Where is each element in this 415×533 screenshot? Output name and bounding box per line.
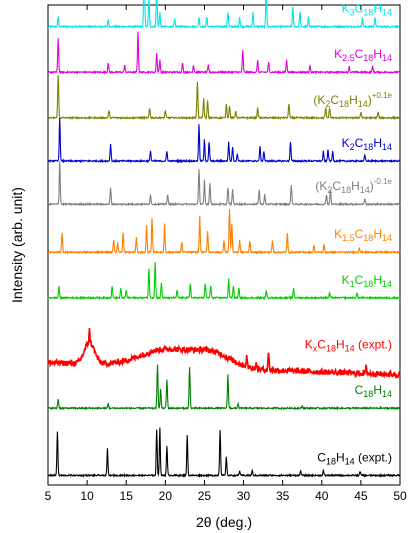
x-tick-label: 15 xyxy=(120,489,134,503)
y-axis-title: Intensity (arb. unit) xyxy=(9,187,25,303)
series-line-5 xyxy=(47,209,401,256)
series-label-3: K2C18H14 xyxy=(342,136,392,152)
series-line-8 xyxy=(47,364,401,411)
series-line-3 xyxy=(47,117,401,164)
x-tick-label: 50 xyxy=(393,489,407,503)
series-label-5: K1.5C18H14 xyxy=(334,227,392,243)
series-line-2 xyxy=(47,75,401,121)
trace-layer xyxy=(47,0,401,478)
x-tick-label: 20 xyxy=(159,489,173,503)
x-tick-label: 30 xyxy=(237,489,251,503)
series-line-7 xyxy=(47,328,401,380)
series-label-6: K1C18H14 xyxy=(342,273,392,289)
x-tick-label: 10 xyxy=(80,489,94,503)
x-tick-label: 40 xyxy=(315,489,329,503)
x-axis-ticks: 5 10 15 20 25 30 35 40 45 50 xyxy=(45,5,407,503)
series-label-7: KxC18H14 (expt.) xyxy=(305,338,392,354)
series-label-9: C18H14 (expt.) xyxy=(317,450,392,466)
series-label-4: (K2C18H14)-0.1e xyxy=(315,177,392,195)
series-line-9 xyxy=(47,427,401,478)
series-line-1 xyxy=(47,31,401,75)
series-line-6 xyxy=(47,262,401,301)
x-tick-label: 25 xyxy=(198,489,212,503)
series-label-layer: K3C18H14 K2.5C18H14 (K2C18H14)+0.1e K2C18H1… xyxy=(305,2,393,467)
series-label-1: K2.5C18H14 xyxy=(334,47,392,63)
x-tick-label: 5 xyxy=(45,489,52,503)
series-label-2: (K2C18H14)+0.1e xyxy=(313,91,392,109)
x-axis-title: 2θ (deg.) xyxy=(196,514,252,530)
x-tick-label: 45 xyxy=(354,489,368,503)
series-line-0 xyxy=(47,0,401,30)
series-label-8: C18H14 xyxy=(355,383,392,399)
series-label-0: K3C18H14 xyxy=(342,2,392,18)
series-line-4 xyxy=(47,161,401,207)
x-tick-label: 35 xyxy=(276,489,290,503)
